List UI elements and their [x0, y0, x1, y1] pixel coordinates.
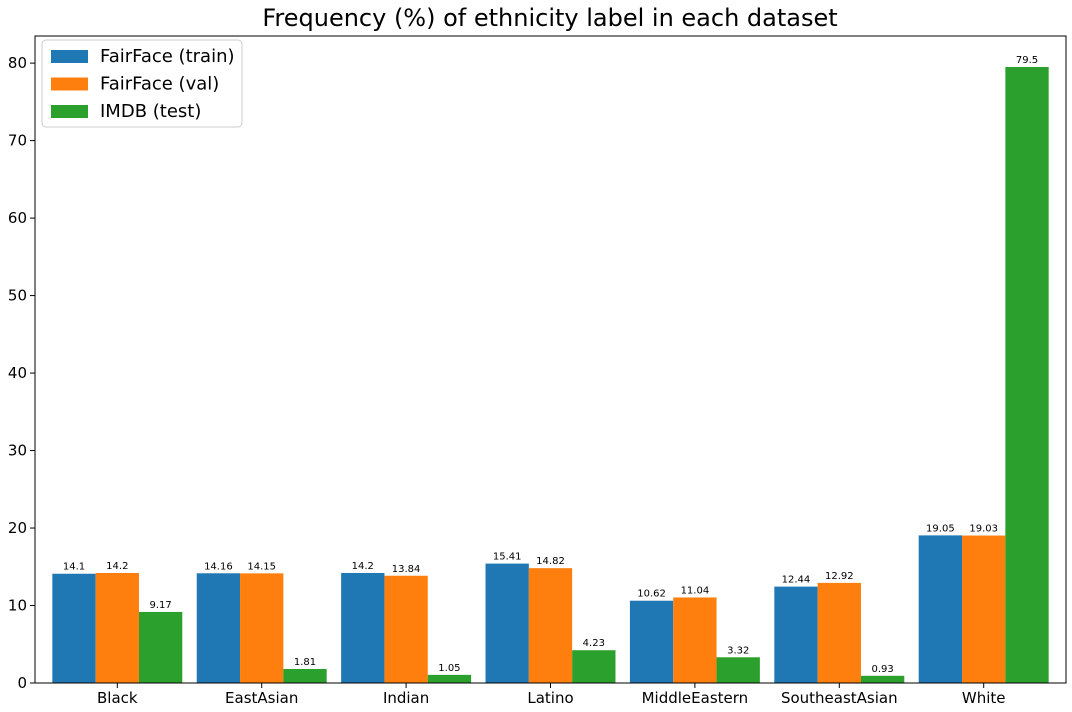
data-label: 15.41: [493, 552, 522, 563]
data-label: 10.62: [637, 589, 666, 600]
x-tick-label: Black: [97, 689, 138, 707]
y-tick-label: 80: [8, 54, 27, 72]
data-label: 1.81: [294, 657, 316, 668]
bar-eastasian-series-0: [196, 573, 241, 683]
y-tick-label: 40: [8, 364, 27, 382]
plot-area: 14.1 14.16 14.2 15.41 10.62 12.44 19.05 14.2 14.…: [8, 35, 1067, 707]
bar-middleeastern-series-0: [629, 600, 674, 683]
y-tick-label: 20: [8, 519, 27, 537]
legend: FairFace (train) FairFace (val) IMDB (test…: [41, 39, 243, 128]
y-tick-label: 30: [8, 442, 27, 460]
data-label: 14.2: [106, 561, 128, 572]
data-label: 12.44: [782, 575, 811, 586]
x-tick-label: Latino: [527, 689, 573, 707]
data-label: 14.16: [204, 561, 233, 572]
bar-southeastasian-series-1: [817, 582, 861, 683]
bar-southeastasian-series-0: [774, 586, 818, 683]
data-label: 0.93: [871, 664, 893, 675]
data-label: 4.23: [583, 638, 605, 649]
bar-white-series-2: [1005, 66, 1049, 683]
x-tick-label: EastAsian: [225, 689, 298, 707]
bar-black-series-2: [138, 611, 183, 683]
y-tick-label: 10: [8, 597, 27, 615]
data-label: 79.5: [1016, 55, 1038, 66]
data-label: 14.15: [247, 561, 276, 572]
data-label: 1.05: [438, 663, 460, 674]
data-label: 12.92: [825, 571, 854, 582]
bar-white-series-1: [962, 535, 1006, 683]
bar-southeastasian-series-2: [860, 675, 905, 683]
legend-label: FairFace (val): [100, 74, 219, 95]
bar-eastasian-series-2: [283, 668, 327, 683]
bar-black-series-1: [95, 572, 139, 683]
x-tick-label: White: [962, 689, 1006, 707]
data-label: 13.84: [392, 564, 421, 575]
x-tick-label: Indian: [383, 689, 429, 707]
legend-box: [41, 39, 243, 128]
bar-latino-series-0: [485, 563, 529, 683]
y-tick-label: 0: [17, 674, 27, 692]
y-tick-label: 60: [8, 209, 27, 227]
bar-indian-series-0: [341, 572, 385, 683]
legend-label: FairFace (train): [100, 46, 235, 67]
x-tick-label: SoutheastAsian: [781, 689, 898, 707]
bar-indian-series-2: [427, 674, 472, 683]
bar-latino-series-2: [572, 650, 616, 683]
x-tick-label: MiddleEastern: [642, 689, 749, 707]
legend-swatch: [51, 50, 88, 63]
bar-middleeastern-series-2: [716, 657, 760, 683]
bar-white-series-0: [918, 535, 963, 683]
y-tick-label: 50: [8, 287, 27, 305]
bar-latino-series-1: [528, 568, 573, 683]
bar-middleeastern-series-1: [673, 597, 717, 683]
data-label: 11.04: [681, 585, 710, 596]
legend-swatch: [51, 77, 88, 91]
bar-eastasian-series-1: [240, 573, 284, 683]
chart-title: Frequency (%) of ethnicity label in each…: [262, 4, 837, 32]
data-label: 14.2: [352, 561, 374, 572]
data-label: 19.03: [969, 524, 998, 535]
data-label: 3.32: [727, 645, 749, 656]
bar-indian-series-1: [384, 575, 428, 683]
data-label: 14.82: [536, 556, 565, 567]
data-label: 9.17: [149, 600, 171, 611]
data-label: 14.1: [63, 562, 85, 573]
legend-label: IMDB (test): [100, 101, 201, 122]
legend-swatch: [51, 105, 88, 118]
bar-black-series-0: [52, 573, 96, 683]
data-label: 19.05: [926, 523, 955, 534]
y-tick-label: 70: [8, 132, 27, 150]
